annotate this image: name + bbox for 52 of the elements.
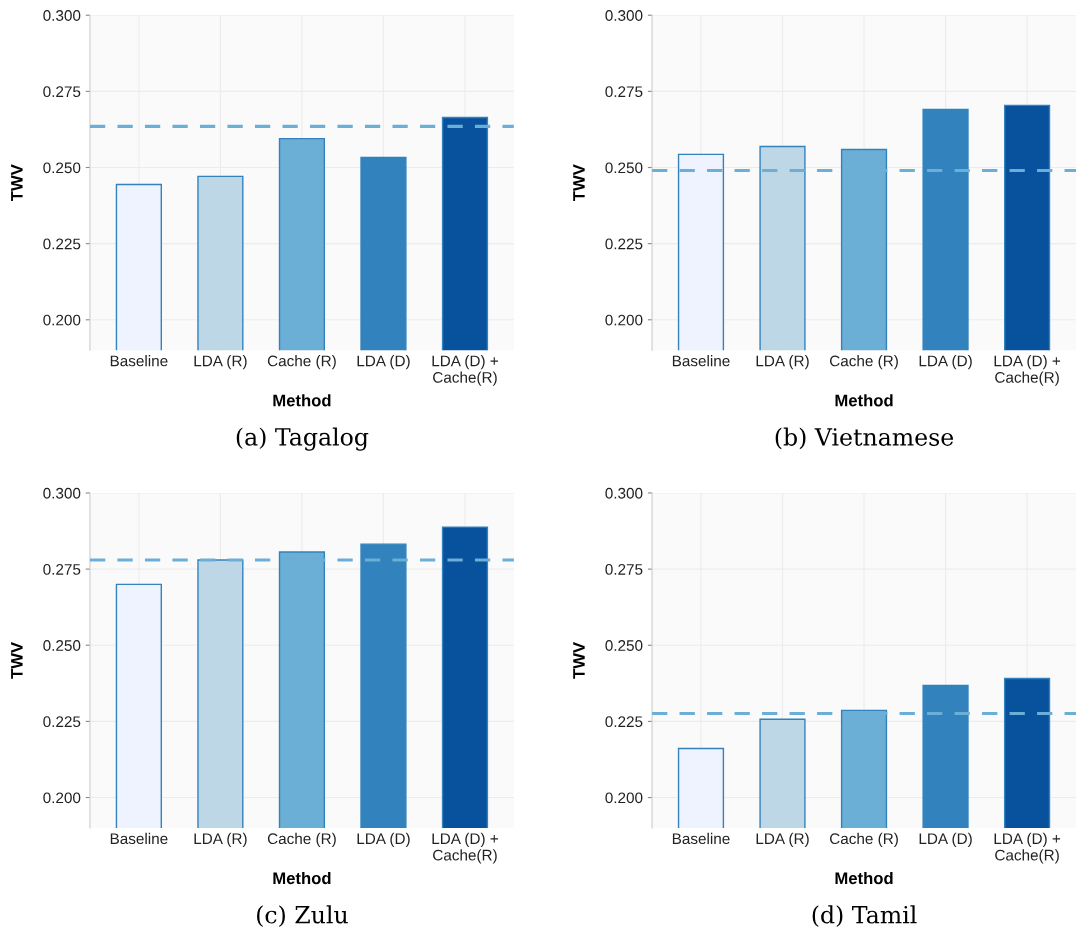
x-tick-label: LDA (R) [756,832,809,848]
x-axis-title: Method [273,871,331,885]
x-tick-label: Baseline [672,355,730,367]
x-tick-label: LDA (D) [357,355,410,370]
x-tick-label: LDA (D) + Cache(R) [432,355,498,386]
y-tick-label: 0.250 [605,162,643,174]
x-tick-label: Baseline [672,832,730,845]
y-tick-label: 0.225 [605,238,643,250]
y-tick-label: 0.225 [43,238,81,250]
y-tick-label: 0.275 [43,86,81,98]
text: (a) Tagalog [236,427,369,451]
x-tick-label: LDA (D) + Cache(R) [994,832,1061,864]
x-tick-label: LDA (D) + Cache(R) [432,832,498,864]
x-tick-label: Baseline [110,355,168,367]
x-tick-label: LDA (R) [756,355,809,370]
x-tick-label: LDA (D) [919,832,972,848]
y-tick-label: 0.275 [605,563,643,575]
x-axis-title: Method [835,394,893,407]
y-tick-label: 0.250 [43,162,81,174]
y-tick-label: 0.200 [43,314,81,326]
y-axis-title: TWV [11,164,23,202]
x-axis-title: Method [835,871,893,885]
text: (d) Tamil [812,905,917,927]
x-tick-label: Cache (R) [267,832,336,848]
x-tick-label: LDA (R) [194,832,247,848]
y-tick-label: 0.300 [43,487,81,499]
x-tick-label: LDA (D) + Cache(R) [994,355,1061,386]
text: (c) Zulu [257,905,348,927]
x-tick-label: LDA (R) [194,355,247,370]
y-axis-title: TWV [11,642,23,679]
x-tick-label: LDA (D) [357,832,410,848]
x-tick-label: Cache (R) [830,832,898,848]
y-tick-label: 0.250 [605,640,643,651]
y-axis-title: TWV [573,642,585,679]
x-tick-label: Cache (R) [830,355,898,370]
y-tick-label: 0.225 [605,716,643,728]
y-tick-label: 0.300 [605,487,643,499]
x-tick-label: Baseline [110,832,168,845]
y-tick-label: 0.200 [605,314,643,326]
y-tick-label: 0.275 [43,563,81,575]
y-axis-title: TWV [573,164,585,202]
y-tick-label: 0.275 [605,86,643,98]
y-tick-label: 0.300 [605,10,643,21]
y-tick-label: 0.200 [43,792,81,804]
x-tick-label: LDA (D) [919,355,972,370]
x-tick-label: Cache (R) [267,355,336,370]
y-tick-label: 0.250 [43,640,81,651]
x-axis-title: Method [273,394,331,407]
y-tick-label: 0.300 [43,10,81,21]
y-tick-label: 0.225 [43,716,81,728]
y-tick-label: 0.200 [605,792,643,804]
text: (b) Vietnamese [775,427,954,450]
